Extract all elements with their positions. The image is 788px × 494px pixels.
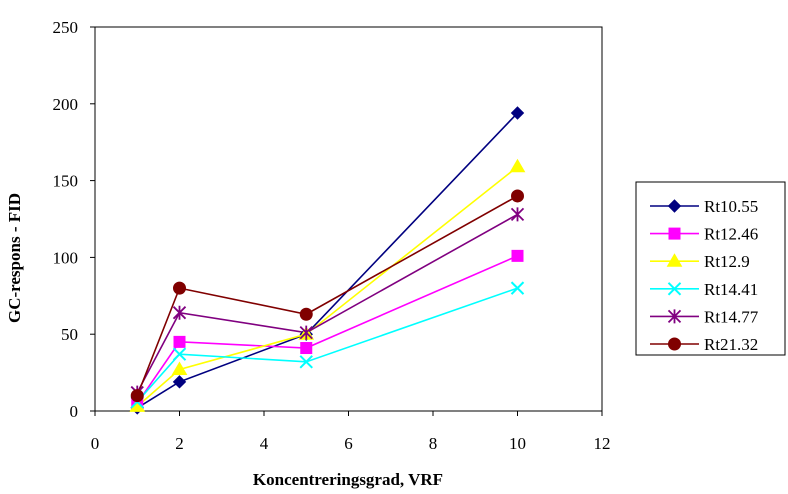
series-lines (136, 112, 519, 409)
series-line-Rt12.9 (136, 166, 518, 407)
x-tick-label: 12 (594, 434, 611, 453)
legend-marker-Rt12.46 (668, 227, 681, 240)
x-tick-label: 10 (509, 434, 526, 453)
x-tick-label: 0 (91, 434, 100, 453)
legend-entry-Rt21.32: Rt21.32 (704, 335, 758, 354)
data-point-Rt12.46 (300, 342, 313, 355)
data-point-Rt21.32 (130, 389, 144, 403)
data-point-Rt14.77 (172, 305, 187, 320)
legend-entry-Rt10.55: Rt10.55 (704, 197, 758, 216)
y-tick-label: 50 (61, 325, 78, 344)
y-tick-label: 250 (53, 18, 79, 37)
legend-entry-Rt12.46: Rt12.46 (704, 225, 758, 244)
data-point-Rt21.32 (511, 189, 524, 203)
data-point-Rt12.9 (171, 361, 188, 376)
series-line-Rt14.41 (136, 287, 518, 403)
legend-entry-Rt14.77: Rt14.77 (704, 307, 759, 326)
legend-marker-Rt10.55 (667, 199, 682, 213)
legend-marker-Rt12.9 (666, 253, 683, 267)
x-axis-title: Koncentreringsgrad, VRF (253, 470, 443, 489)
axes (90, 26, 603, 416)
x-tick-label: 2 (175, 434, 184, 453)
series-line-Rt12.46 (136, 255, 518, 404)
legend-box (635, 181, 786, 356)
y-tick-labels: 0 50 100 150 200 250 (53, 18, 79, 421)
y-tick-label: 100 (53, 248, 79, 267)
data-point-Rt14.41 (510, 281, 525, 295)
data-point-Rt12.46 (511, 249, 524, 262)
data-point-Rt14.41 (172, 347, 187, 361)
legend-entry-Rt14.41: Rt14.41 (704, 280, 758, 299)
y-tick-label: 150 (53, 172, 79, 191)
data-point-Rt14.41 (299, 355, 313, 369)
y-tick-label: 200 (53, 95, 79, 114)
series-line-Rt10.55 (136, 112, 519, 409)
legend-marker-Rt21.32 (668, 337, 681, 351)
legend: Rt10.55 Rt12.46 Rt12.9 Rt14.41 Rt14.77 Rt21.3… (635, 181, 786, 356)
x-tick-label: 6 (344, 434, 353, 453)
data-point-Rt14.77 (299, 325, 313, 340)
data-point-Rt10.55 (172, 375, 187, 389)
data-point-Rt12.46 (173, 335, 186, 348)
legend-entry-Rt12.9: Rt12.9 (704, 252, 750, 271)
x-tick-label: 4 (260, 434, 269, 453)
legend-marker-Rt14.41 (667, 282, 682, 296)
legend-marker-Rt14.77 (667, 309, 682, 324)
data-point-Rt21.32 (299, 307, 313, 321)
data-point-Rt14.77 (510, 207, 525, 222)
series-markers (129, 106, 526, 415)
data-point-Rt12.9 (509, 158, 526, 173)
x-tick-labels: 0 2 4 6 8 10 12 (91, 434, 611, 453)
y-axis-title: GC-respons - FID (5, 193, 24, 323)
x-tick-label: 8 (429, 434, 438, 453)
series-line-Rt21.32 (136, 195, 518, 396)
data-point-Rt21.32 (173, 281, 186, 295)
series-line-Rt14.77 (136, 213, 518, 393)
data-point-Rt10.55 (510, 106, 525, 120)
y-tick-label: 0 (70, 402, 79, 421)
